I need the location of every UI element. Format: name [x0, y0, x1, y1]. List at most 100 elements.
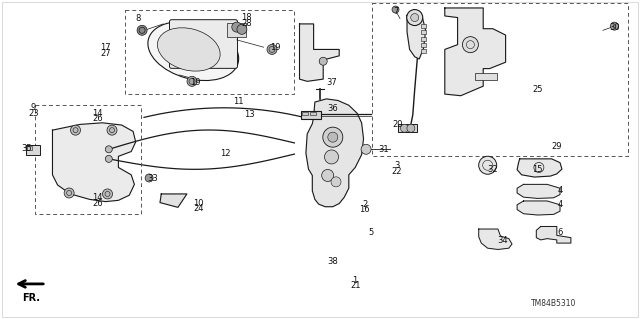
Text: 18: 18 [241, 13, 252, 22]
Polygon shape [517, 184, 560, 198]
Text: 11: 11 [233, 97, 243, 106]
Text: 14: 14 [92, 193, 102, 202]
Text: 34: 34 [497, 236, 508, 245]
Bar [421, 37, 426, 41]
Circle shape [411, 13, 419, 22]
Polygon shape [306, 99, 364, 207]
Text: 36: 36 [328, 104, 338, 113]
Polygon shape [52, 123, 136, 202]
Polygon shape [479, 229, 512, 249]
Polygon shape [536, 226, 571, 243]
Circle shape [611, 22, 618, 30]
Circle shape [407, 124, 415, 132]
Text: 21: 21 [350, 281, 360, 290]
Circle shape [462, 37, 479, 53]
Text: FR.: FR. [22, 293, 40, 303]
Text: 32: 32 [488, 165, 498, 174]
Text: 12: 12 [220, 149, 230, 158]
Circle shape [267, 44, 277, 55]
Text: 10: 10 [193, 199, 204, 208]
Text: 38: 38 [328, 257, 338, 266]
Bar [125, 10, 294, 94]
Circle shape [70, 125, 81, 135]
Text: 20: 20 [393, 120, 403, 129]
Bar [421, 49, 426, 53]
Circle shape [237, 24, 247, 34]
Text: 5: 5 [369, 228, 374, 237]
Text: 19: 19 [270, 43, 280, 52]
Bar [475, 73, 497, 80]
Text: 13: 13 [244, 110, 255, 119]
Bar [301, 111, 321, 119]
Polygon shape [445, 8, 506, 96]
Circle shape [322, 169, 333, 182]
Circle shape [106, 146, 112, 153]
Polygon shape [300, 24, 339, 81]
Ellipse shape [157, 28, 220, 71]
Bar [372, 3, 628, 156]
Text: 7: 7 [393, 7, 398, 16]
Circle shape [407, 10, 423, 26]
Bar [421, 43, 426, 47]
Text: 3: 3 [394, 161, 399, 170]
Bar [35, 105, 141, 214]
Circle shape [145, 174, 153, 182]
Text: 23: 23 [28, 109, 38, 118]
Circle shape [331, 177, 341, 187]
Circle shape [187, 76, 197, 86]
Circle shape [102, 189, 113, 199]
Text: 31: 31 [379, 145, 389, 154]
Circle shape [137, 25, 147, 35]
Circle shape [328, 132, 338, 142]
Text: 6: 6 [557, 228, 563, 237]
Text: 26: 26 [92, 115, 102, 123]
Circle shape [361, 144, 371, 154]
Text: 33: 33 [147, 174, 157, 183]
Circle shape [479, 156, 497, 174]
Text: 9: 9 [31, 103, 36, 112]
Text: 17: 17 [100, 43, 111, 52]
Text: 25: 25 [532, 85, 543, 94]
Text: 27: 27 [100, 49, 111, 58]
Text: 14: 14 [92, 109, 102, 118]
Text: 22: 22 [392, 167, 402, 176]
Bar [302, 112, 308, 115]
Text: 8: 8 [135, 14, 140, 23]
Text: 28: 28 [241, 19, 252, 28]
Circle shape [401, 124, 408, 132]
Text: 26: 26 [92, 199, 102, 208]
Text: 19: 19 [190, 78, 200, 87]
Circle shape [106, 155, 112, 162]
Text: TM84B5310: TM84B5310 [531, 299, 576, 308]
Bar [26, 145, 40, 155]
Bar [27, 146, 32, 150]
Circle shape [232, 22, 242, 32]
Text: 2: 2 [362, 200, 367, 209]
Circle shape [319, 57, 327, 65]
Bar [398, 124, 417, 132]
Circle shape [64, 188, 74, 198]
Bar [310, 112, 316, 115]
Polygon shape [160, 194, 187, 207]
Circle shape [392, 6, 399, 13]
Bar [421, 24, 426, 28]
Bar [227, 23, 246, 37]
Polygon shape [517, 201, 560, 215]
Text: 4: 4 [557, 186, 563, 195]
Bar [421, 30, 426, 34]
Text: 35: 35 [22, 145, 32, 153]
Ellipse shape [148, 21, 239, 81]
Text: 1: 1 [353, 276, 358, 285]
Circle shape [324, 150, 339, 164]
Text: 29: 29 [552, 142, 562, 151]
Text: 24: 24 [193, 204, 204, 213]
Polygon shape [517, 159, 562, 177]
Circle shape [323, 127, 343, 147]
Text: 37: 37 [326, 78, 337, 87]
Text: 15: 15 [532, 165, 543, 174]
Polygon shape [407, 13, 426, 59]
Text: 4: 4 [557, 200, 563, 209]
FancyBboxPatch shape [170, 20, 237, 68]
Circle shape [107, 125, 117, 135]
Text: 16: 16 [360, 205, 370, 214]
